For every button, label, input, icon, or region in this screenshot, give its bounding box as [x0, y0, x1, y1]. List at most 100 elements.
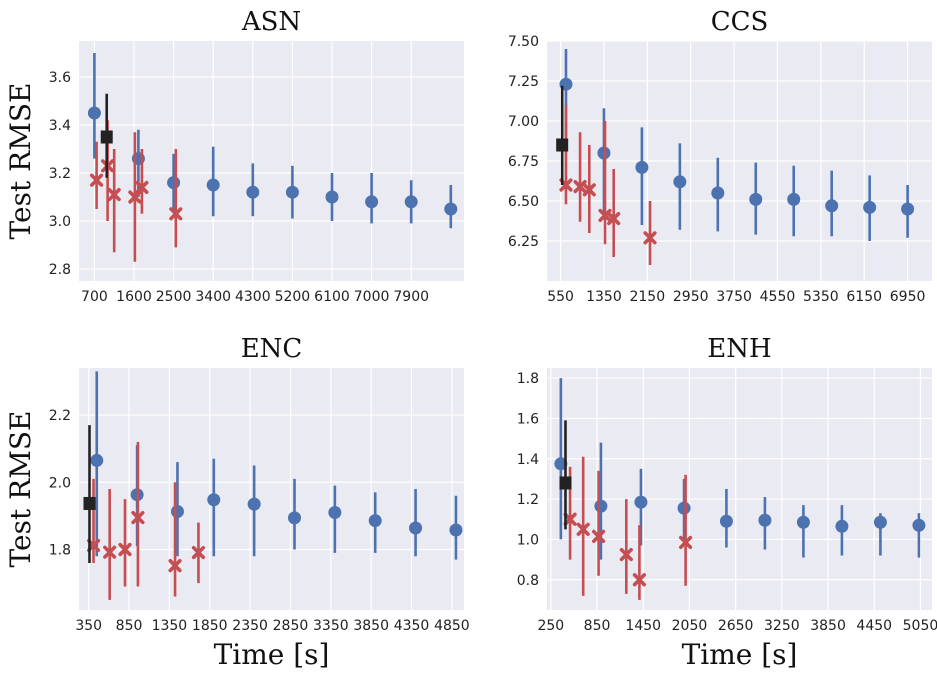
data-point-circle [171, 505, 184, 518]
y-tick-label: 1.8 [517, 371, 539, 387]
data-point-circle [874, 516, 887, 529]
x-tick-label: 2950 [673, 289, 709, 305]
x-tick-label: 5050 [903, 618, 937, 634]
x-tick-label: 7000 [354, 289, 390, 305]
y-tick-label: 2.0 [49, 475, 71, 491]
data-point-circle [901, 203, 914, 216]
x-tick-label: 3350 [313, 618, 349, 634]
data-point-circle [711, 187, 724, 200]
x-tick-label: 3750 [716, 289, 752, 305]
chart-title: ENC [241, 334, 303, 364]
x-tick-label: 4350 [394, 618, 430, 634]
chart-title: ENH [707, 334, 771, 364]
data-point-circle [369, 514, 382, 527]
data-point-circle [246, 186, 259, 199]
y-tick-label: 2.2 [49, 408, 71, 424]
x-tick-label: 2650 [718, 618, 754, 634]
x-tick-label: 700 [81, 289, 108, 305]
y-tick-label: 6.25 [508, 234, 539, 250]
x-tick-label: 3400 [195, 289, 231, 305]
x-tick-label: 6950 [890, 289, 926, 305]
data-point-circle [758, 514, 771, 527]
y-tick-label: 0.8 [517, 573, 539, 589]
panel-ccs: 550 1350 2150 2950 3750 4550 5350 6150 6950 6.25 6… [508, 7, 932, 305]
y-tick-label: 7.50 [508, 34, 539, 50]
panel-asn: 700 1600 2500 3400 4300 5200 6100 7000 7900 2.8 3.… [4, 7, 464, 305]
x-tick-label: 6100 [314, 289, 350, 305]
x-axis-label: Time [s] [682, 638, 798, 671]
panel-enc: 350 850 1350 1850 2350 2850 3350 3850 4350 48501.… [4, 334, 470, 671]
x-tick-label: 350 [75, 618, 102, 634]
y-tick-label: 3.4 [49, 118, 71, 134]
data-point-circle [912, 519, 925, 532]
data-point-circle [167, 176, 180, 189]
data-point-circle [248, 498, 261, 511]
data-point-circle [288, 511, 301, 524]
x-tick-label: 3250 [764, 618, 800, 634]
y-tick-label: 1.8 [49, 543, 71, 559]
x-tick-label: 250 [537, 618, 564, 634]
data-point-circle [635, 161, 648, 174]
y-tick-label: 1.4 [517, 452, 539, 468]
data-point-circle [409, 521, 422, 534]
data-point-circle [787, 193, 800, 206]
data-point-circle [634, 496, 647, 509]
x-tick-label: 5350 [803, 289, 839, 305]
x-tick-label: 4550 [760, 289, 796, 305]
x-axis-label: Time [s] [214, 638, 330, 671]
x-tick-label: 3850 [810, 618, 846, 634]
y-tick-label: 7.25 [508, 74, 539, 90]
x-tick-label: 1350 [586, 289, 622, 305]
y-tick-label: 3.2 [49, 166, 71, 182]
y-tick-label: 1.6 [517, 411, 539, 427]
data-point-circle [90, 454, 103, 467]
x-tick-label: 550 [547, 289, 574, 305]
x-tick-label: 1600 [116, 289, 152, 305]
y-tick-label: 3.6 [49, 70, 71, 86]
y-tick-label: 1.2 [517, 492, 539, 508]
data-point-circle [678, 502, 691, 515]
data-point-square [556, 139, 568, 152]
data-point-circle [797, 516, 810, 529]
x-tick-label: 4850 [434, 618, 470, 634]
chart-title: CCS [711, 7, 769, 37]
data-point-circle [673, 175, 686, 188]
data-point-square [559, 476, 571, 489]
x-tick-label: 6150 [846, 289, 882, 305]
y-tick-label: 1.0 [517, 532, 539, 548]
data-point-circle [207, 179, 220, 192]
x-tick-label: 850 [584, 618, 611, 634]
y-tick-label: 2.8 [49, 262, 71, 278]
data-point-circle [720, 515, 733, 528]
y-axis-label: Test RMSE [4, 83, 37, 240]
data-point-circle [405, 195, 418, 208]
x-tick-label: 7900 [393, 289, 429, 305]
data-point-circle [328, 506, 341, 519]
y-axis-label: Test RMSE [4, 411, 37, 568]
x-tick-label: 2050 [672, 618, 708, 634]
data-point-circle [594, 500, 607, 513]
x-tick-label: 2500 [156, 289, 192, 305]
x-tick-label: 2350 [232, 618, 268, 634]
data-point-circle [365, 195, 378, 208]
x-tick-label: 4450 [856, 618, 892, 634]
data-point-circle [444, 203, 457, 216]
data-point-square [83, 497, 95, 510]
x-tick-label: 1450 [625, 618, 661, 634]
x-tick-label: 850 [116, 618, 143, 634]
x-tick-label: 5200 [275, 289, 311, 305]
data-point-circle [286, 186, 299, 199]
x-tick-label: 1350 [152, 618, 188, 634]
y-tick-label: 3.0 [49, 214, 71, 230]
data-point-circle [326, 191, 339, 204]
data-point-circle [207, 493, 220, 506]
data-point-circle [88, 107, 101, 120]
x-tick-label: 1850 [192, 618, 228, 634]
y-tick-label: 6.75 [508, 154, 539, 170]
data-point-circle [835, 520, 848, 533]
data-point-circle [825, 199, 838, 212]
y-tick-label: 7.00 [508, 114, 539, 130]
data-point-circle [863, 201, 876, 214]
x-tick-label: 4300 [235, 289, 271, 305]
